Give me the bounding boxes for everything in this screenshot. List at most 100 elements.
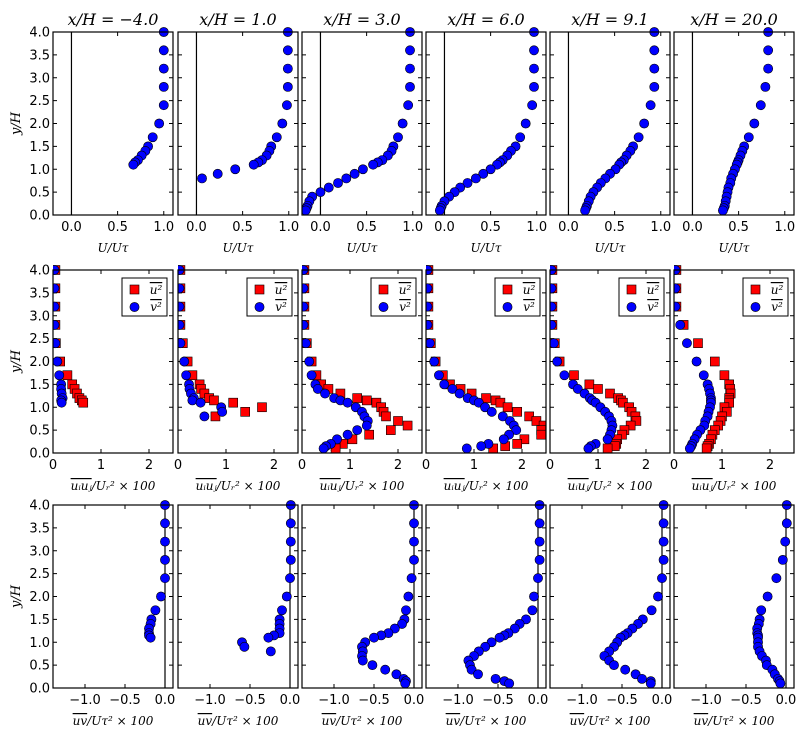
subplot-r2-c2: 0 1 2 uᵢuⱼ/Uᵣ² × 100 u² v²: [174, 265, 299, 493]
circle-marker: [580, 205, 590, 216]
square-marker: [78, 397, 89, 408]
square-marker: [361, 395, 372, 406]
x-tick-label: 1: [346, 458, 354, 473]
circle-marker: [160, 536, 170, 547]
circle-marker: [756, 605, 767, 616]
circle-marker: [54, 370, 65, 381]
circle-marker: [195, 397, 206, 408]
circle-marker: [780, 536, 791, 547]
circle-marker: [486, 406, 497, 417]
markers: [178, 265, 267, 422]
circle-marker: [559, 370, 570, 381]
x-axis-label: U/Uτ: [223, 241, 254, 255]
circle-marker: [552, 356, 563, 367]
circle-marker: [762, 591, 773, 602]
circle-marker: [534, 536, 545, 547]
square-marker: [385, 425, 396, 435]
circle-marker: [602, 434, 613, 445]
y-axis-label: y/H: [9, 111, 24, 136]
circle-marker: [527, 100, 538, 111]
x-axis-label: uᵢuⱼ/Uᵣ² × 100: [692, 479, 777, 493]
circle-marker: [674, 283, 681, 294]
circle-marker: [658, 555, 669, 565]
circle-marker: [158, 100, 169, 111]
axes-frame: [177, 504, 299, 689]
square-marker: [381, 411, 391, 422]
legend-circle-marker: [378, 302, 389, 312]
square-marker: [210, 411, 221, 422]
legend-label-v2: v²: [399, 300, 411, 314]
circle-marker: [357, 655, 368, 666]
subplot-title: x/H = −4.0: [68, 10, 159, 29]
circle-marker: [277, 118, 288, 129]
circle-marker: [461, 443, 472, 454]
x-tick-label: 1: [594, 458, 602, 473]
legend-square-marker: [750, 284, 761, 295]
circle-marker: [53, 301, 60, 312]
axes-frame: [52, 504, 174, 689]
x-axis-label: U/Uτ: [719, 241, 750, 255]
circle-marker: [645, 678, 656, 689]
subplot-r2-c6: 0 1 2 uᵢuⱼ/Uᵣ² × 100 u² v²: [670, 265, 795, 493]
circle-marker: [534, 555, 545, 565]
x-tick-label: 0.0: [404, 693, 425, 708]
axes-frame: [549, 269, 671, 454]
y-tick-label: 1.0: [29, 401, 50, 416]
x-tick-label: 0.0: [280, 693, 301, 708]
x-tick-label: 1: [97, 458, 105, 473]
plot-area: [674, 505, 794, 688]
circle-marker: [633, 132, 644, 143]
x-label-rest: U/Uτ: [223, 241, 254, 255]
circle-marker: [380, 664, 391, 675]
circle-marker: [550, 320, 557, 330]
x-tick-label: 1: [222, 458, 230, 473]
circle-marker: [485, 164, 496, 175]
x-tick-label: −0.5: [730, 693, 762, 708]
subplot-r2-c4: 0 1 2 uᵢuⱼ/Uᵣ² × 100 u² v²: [422, 265, 547, 493]
x-label-overline: uv: [694, 714, 709, 728]
legend-circle-marker: [129, 302, 140, 312]
y-tick-label: 2.5: [29, 332, 50, 347]
circle-marker: [529, 63, 539, 74]
x-label-overline: uᵢuⱼ: [568, 479, 590, 493]
subplot-r3-c6: −1.0 −0.5 0.0uv/Uτ² × 100: [673, 500, 796, 728]
circle-marker: [755, 100, 766, 111]
circle-marker: [312, 384, 323, 394]
axes-frame: [549, 504, 671, 689]
circle-marker: [675, 319, 686, 330]
axes-frame: [301, 269, 423, 454]
y-tick-label: 0.0: [29, 209, 50, 224]
x-label-overline: uv: [446, 714, 461, 728]
circle-marker: [158, 82, 169, 92]
circle-marker: [771, 573, 782, 584]
subplot-r1-c3: 0.0 0.5 1.0 x/H = 3.0 U/Uτ: [301, 10, 423, 255]
circle-marker: [333, 178, 343, 188]
x-label-rest: /Uᵣ² × 100: [588, 479, 653, 493]
circle-marker: [434, 205, 445, 216]
x-tick-label: 0.0: [558, 220, 579, 235]
plot-area: [53, 32, 173, 215]
x-label-rest: /Uτ² × 100: [583, 714, 651, 728]
circle-marker: [520, 118, 531, 129]
subplot-r2-c3: 0 1 2 uᵢuⱼ/Uᵣ² × 100 u² v²: [298, 265, 423, 493]
legend-label-v2: v²: [523, 300, 535, 314]
x-tick-label: 0.0: [186, 220, 207, 235]
legend-circle-marker: [750, 302, 761, 312]
circle-marker: [657, 573, 667, 584]
circle-marker: [230, 164, 241, 175]
axes-frame: [177, 269, 299, 454]
circle-marker: [158, 63, 169, 74]
y-tick-label: 1.5: [29, 378, 50, 393]
circle-marker: [212, 168, 223, 179]
legend-box: [494, 277, 541, 317]
axes-frame: [425, 504, 547, 689]
circle-marker: [158, 45, 169, 56]
legend: u² v²: [618, 277, 665, 317]
x-axis-label: uᵢuⱼ/Uᵣ² × 100: [320, 479, 405, 493]
y-tick-label: 1.5: [29, 613, 50, 628]
circle-marker: [684, 443, 695, 454]
x-axis-label: uv/Uτ² × 100: [694, 714, 775, 728]
circle-marker: [529, 82, 539, 92]
circle-marker: [181, 370, 192, 381]
circle-marker: [527, 605, 538, 616]
